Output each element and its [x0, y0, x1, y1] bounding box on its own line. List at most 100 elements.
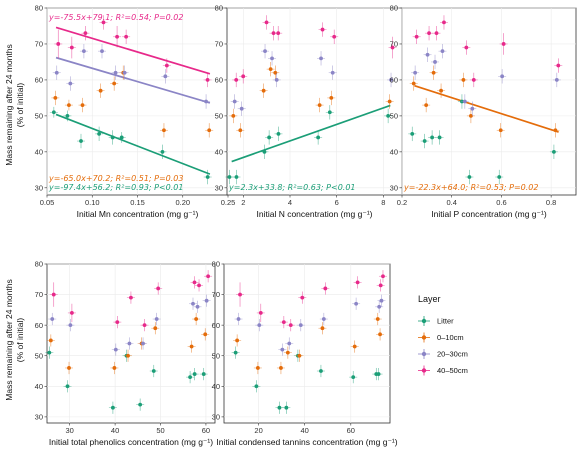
y-tick-label: 50: [35, 351, 43, 360]
legend-key-point: [421, 318, 427, 324]
y-tick-label: 70: [215, 40, 223, 49]
data-point-0-10cm: [235, 338, 240, 343]
data-point-Litter: [65, 384, 70, 389]
data-point-40-50cm: [115, 34, 119, 39]
x-tick-label: 50: [156, 426, 164, 435]
data-point-0-10cm: [67, 103, 71, 107]
fit-line-40-50cm: [55, 26, 211, 75]
y-tick-label: 50: [390, 111, 398, 120]
data-point-Litter: [192, 372, 197, 376]
legend-item-20-30cm: 20–30cm: [418, 349, 468, 359]
y-tick-label: 80: [215, 4, 223, 13]
panel-frame: [401, 7, 577, 196]
panel-frame: [223, 263, 391, 424]
y-tick-label: 30: [35, 412, 43, 421]
data-point-20-30cm: [354, 301, 359, 306]
data-point-0-10cm: [261, 88, 266, 93]
data-point-40-50cm: [332, 34, 337, 39]
panel-3: 30 40 50 60 70 80 0.2 0.4 0.6 0.8 Initial P concen…: [390, 4, 577, 219]
y-axis-label-bottom-line2: (% of initial): [15, 318, 25, 363]
data-point-40-50cm: [276, 31, 281, 36]
legend-label: 20–30cm: [437, 350, 468, 359]
data-point-20-30cm: [257, 323, 262, 328]
data-point-0-10cm: [352, 344, 357, 349]
data-point-20-30cm: [377, 304, 382, 309]
y-tick-label: 40: [212, 382, 220, 391]
regression-equation-0-10cm: y=-65.0x+70.2; R²=0.51; P=0.03: [48, 174, 183, 183]
data-point-40-50cm: [434, 31, 439, 36]
data-point-20-30cm: [54, 70, 59, 75]
data-point-0-10cm: [320, 326, 325, 331]
y-tick-label: 60: [35, 321, 43, 330]
data-point-20-30cm: [263, 49, 267, 54]
data-point-Litter: [111, 405, 115, 410]
data-point-40-50cm: [83, 31, 88, 36]
data-point-20-30cm: [122, 70, 127, 75]
y-tick-label: 40: [390, 147, 398, 156]
data-point-20-30cm: [274, 78, 279, 82]
data-point-20-30cm: [413, 70, 418, 75]
data-point-40-50cm: [378, 283, 383, 288]
legend-label: 40–50cm: [437, 366, 468, 375]
data-point-20-30cm: [127, 341, 132, 346]
data-point-40-50cm: [390, 45, 395, 50]
data-point-40-50cm: [501, 42, 506, 46]
legend-item-Litter: Litter: [418, 316, 454, 326]
panel-frame: [226, 7, 403, 196]
data-point-0-10cm: [153, 326, 158, 331]
y-tick-label: 60: [35, 76, 43, 85]
data-point-20-30cm: [154, 317, 159, 321]
data-point-0-10cm: [53, 96, 58, 100]
y-tick-label: 70: [35, 40, 43, 49]
panel-1: 30 40 50 60 70 80 0.05 0.10 0.15 0.20 0.25 Initial …: [35, 4, 236, 219]
data-point-Litter: [316, 135, 321, 140]
x-tick-label: 8: [381, 198, 385, 207]
data-point-0-10cm: [285, 350, 290, 355]
data-point-20-30cm: [433, 60, 437, 64]
y-axis-label-top-line2: (% of initial): [15, 83, 25, 128]
data-point-Litter: [233, 350, 238, 355]
data-point-0-10cm: [329, 96, 334, 100]
panel-4: 30 40 50 60 70 80 30 40 50 60 Initial total phenol…: [35, 260, 216, 447]
data-point-0-10cm: [203, 332, 208, 337]
x-tick-label: 0.10: [85, 198, 100, 207]
regression-equation-Litter: y=-97.4x+56.2; R²=0.93; P<0.01: [48, 183, 183, 192]
data-point-40-50cm: [70, 311, 74, 315]
data-point-20-30cm: [141, 341, 145, 346]
data-point-40-50cm: [69, 45, 74, 50]
x-axis-label: Initial condensed tannins concentration …: [216, 437, 397, 447]
data-point-20-30cm: [50, 317, 55, 321]
x-tick-label: 0.20: [175, 198, 190, 207]
data-point-Litter: [386, 113, 391, 118]
data-point-20-30cm: [68, 81, 73, 86]
data-point-Litter: [138, 402, 143, 407]
y-tick-label: 60: [215, 76, 223, 85]
data-point-Litter: [422, 139, 427, 143]
data-point-Litter: [51, 110, 56, 115]
data-point-40-50cm: [258, 311, 263, 315]
data-point-Litter: [267, 135, 272, 140]
data-point-0-10cm: [207, 128, 212, 133]
data-point-20-30cm: [204, 298, 209, 303]
data-point-20-30cm: [82, 49, 86, 54]
fit-line-0-10cm: [414, 84, 559, 133]
data-point-20-30cm: [389, 78, 393, 82]
x-tick-label: 0.6: [496, 198, 506, 207]
regression-equation-40-50cm: y=-75.5x+79.1; R²=0.54; P=0.02: [48, 13, 183, 22]
fit-line-Litter: [231, 104, 391, 163]
data-point-0-10cm: [268, 67, 273, 72]
data-point-20-30cm: [163, 74, 168, 79]
data-point-40-50cm: [142, 323, 147, 328]
y-tick-label: 70: [390, 40, 398, 49]
data-point-Litter: [65, 113, 70, 118]
data-point-Litter: [188, 375, 192, 380]
legend-title: Layer: [418, 294, 441, 304]
y-tick-label: 30: [212, 412, 220, 421]
y-tick-label: 40: [35, 147, 43, 156]
data-point-Litter: [262, 149, 267, 154]
x-tick-label: 40: [111, 426, 119, 435]
data-point-0-10cm: [126, 353, 130, 358]
data-point-40-50cm: [355, 280, 360, 285]
data-point-20-30cm: [113, 347, 118, 352]
x-tick-label: 40: [301, 426, 309, 435]
